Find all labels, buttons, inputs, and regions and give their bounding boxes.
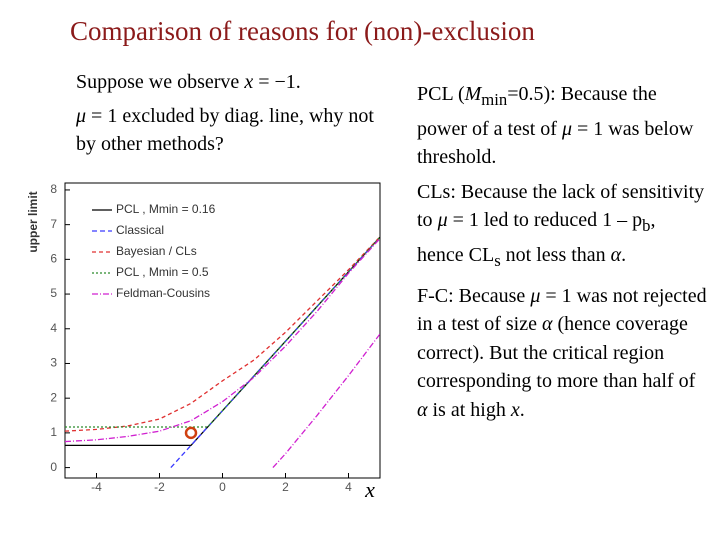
series-line [65, 236, 380, 428]
text-run: x [244, 71, 254, 93]
text-run: = 1 led to reduced 1 – p [447, 209, 643, 232]
series-line [65, 236, 380, 447]
paragraph: Suppose we observe x = −1. [76, 68, 376, 96]
legend-label: PCL , Mmin = 0.5 [116, 265, 209, 279]
series-line [65, 238, 380, 443]
series-line [170, 236, 380, 469]
text-run: , hence CL [417, 209, 656, 266]
text-run: μ [437, 209, 448, 232]
y-tick-label: 8 [50, 182, 57, 196]
text-run: is at high [427, 398, 511, 421]
text-run: s [494, 250, 501, 270]
legend-label: PCL , Mmin = 0.16 [116, 202, 216, 216]
x-tick-label: 4 [345, 480, 352, 494]
legend-label: Feldman-Cousins [116, 286, 210, 300]
plot-frame [64, 182, 381, 479]
plot-area [65, 236, 380, 469]
observed-point [184, 426, 198, 440]
text-run: = −1. [253, 71, 301, 93]
text-run: min [481, 90, 508, 109]
text-run: μ [76, 105, 87, 127]
y-tick-label: 2 [50, 390, 57, 404]
text-run: = 1 excluded by diag. line, why not by o… [76, 105, 374, 155]
text-run: M [464, 83, 482, 105]
text-run: =0.5): Because the power of a test of [417, 83, 657, 140]
text-run: μ [530, 284, 541, 307]
y-tick-label: 7 [50, 217, 57, 231]
y-tick-label: 6 [50, 252, 57, 266]
paragraph: F-C: Because μ = 1 was not rejected in a… [417, 282, 707, 425]
paragraph: PCL (Mmin=0.5): Because the power of a t… [417, 80, 707, 172]
paragraph: μ = 1 excluded by diag. line, why not by… [76, 102, 376, 158]
text-run: = 1 was not rejected in a test of size [417, 284, 707, 336]
y-tick-label: 3 [50, 356, 57, 370]
x-tick-label: -4 [91, 480, 102, 494]
legend-label: Bayesian / CLs [116, 244, 197, 258]
text-run: μ [561, 117, 572, 140]
y-tick-label: 1 [50, 425, 57, 439]
y-tick-label: 4 [50, 321, 57, 335]
legend-label: Classical [116, 223, 164, 237]
x-tick-label: -2 [154, 480, 165, 494]
text-run: (hence coverage correct). But the critic… [417, 313, 696, 393]
x-axis-label: x [364, 477, 375, 502]
text-run: F-C: Because [417, 284, 531, 307]
text-run: = 1 was below threshold. [417, 117, 694, 169]
text-run: α [417, 398, 428, 421]
left-text: Suppose we observe x = −1. μ = 1 excluded… [76, 68, 376, 164]
text-run: . [621, 243, 627, 266]
text-run: . [519, 398, 525, 421]
series-line [272, 333, 380, 469]
series-line [65, 236, 380, 432]
text-run: CLs: Because the lack of sensitivity to [417, 180, 705, 232]
text-run: Suppose we observe [76, 71, 245, 93]
text-run: α [610, 243, 622, 266]
right-text: PCL (Mmin=0.5): Because the power of a t… [417, 80, 707, 431]
x-tick-label: 0 [219, 480, 226, 494]
slide-title: Comparison of reasons for (non)-exclusio… [70, 16, 535, 46]
text-run: α [541, 313, 553, 336]
y-tick-label: 5 [50, 286, 57, 300]
text-run: x [510, 398, 520, 421]
x-tick-label: 2 [282, 480, 289, 494]
text-run: PCL ( [417, 83, 465, 105]
y-axis-label: upper limit [26, 191, 40, 252]
text-run: b [642, 216, 651, 236]
y-tick-label: 0 [50, 460, 57, 474]
paragraph: CLs: Because the lack of sensitivity to … [417, 178, 707, 276]
text-run: not less than [500, 243, 611, 266]
